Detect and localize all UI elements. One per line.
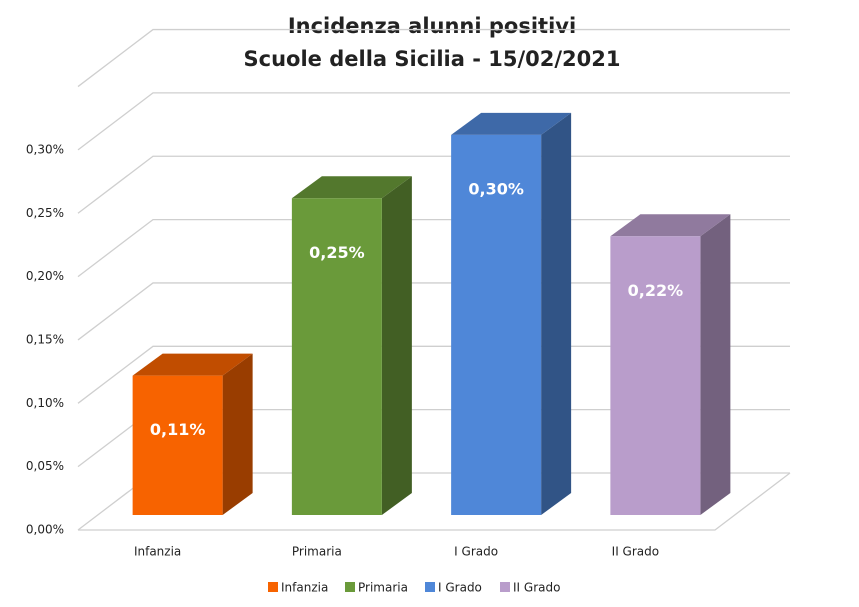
bar — [451, 134, 542, 515]
grid-line — [77, 282, 790, 341]
y-tick-label: 0,25% — [26, 206, 64, 220]
bar-top — [610, 214, 731, 237]
y-tick-label: 0,20% — [26, 269, 64, 283]
y-tick-label: 0,30% — [26, 142, 64, 156]
legend-label: Infanzia — [281, 581, 328, 595]
x-tick-label: II Grado — [612, 545, 659, 559]
y-tick-label: 0,15% — [26, 332, 64, 346]
legend-swatch — [500, 582, 510, 592]
legend-swatch — [345, 582, 355, 592]
grid-line — [77, 155, 790, 214]
bar-top — [291, 176, 412, 199]
legend-label: Primaria — [358, 581, 408, 595]
data-label: 0,30% — [468, 179, 524, 198]
chart-subtitle: Scuole della Sicilia - 15/02/2021 — [244, 47, 621, 71]
bar-side — [222, 353, 253, 515]
x-tick-label: Infanzia — [134, 545, 181, 559]
data-label: 0,25% — [309, 243, 365, 262]
grid-line — [77, 218, 790, 278]
y-tick-label: 0,05% — [26, 459, 64, 473]
bar — [610, 236, 701, 515]
bar-side — [381, 176, 412, 515]
bar-top — [132, 353, 253, 376]
bar — [291, 198, 382, 515]
x-tick-label: I Grado — [454, 545, 498, 559]
data-label: 0,11% — [150, 420, 206, 439]
legend-swatch — [425, 582, 435, 592]
floor — [78, 472, 791, 531]
data-label: 0,22% — [628, 281, 684, 300]
y-tick-label: 0,00% — [26, 523, 64, 537]
grid-line — [77, 92, 790, 151]
legend-swatch — [268, 582, 278, 592]
bar-side — [700, 214, 731, 515]
grid-line — [77, 345, 790, 404]
y-tick-label: 0,10% — [26, 396, 64, 410]
bar-top — [451, 112, 572, 135]
bar — [132, 375, 223, 515]
bar-side — [541, 112, 572, 516]
legend-label: I Grado — [438, 581, 482, 595]
legend-label: II Grado — [513, 581, 560, 595]
x-tick-label: Primaria — [292, 545, 342, 559]
wall-frame — [77, 28, 790, 88]
chart-title: Incidenza alunni positivi — [288, 14, 576, 38]
